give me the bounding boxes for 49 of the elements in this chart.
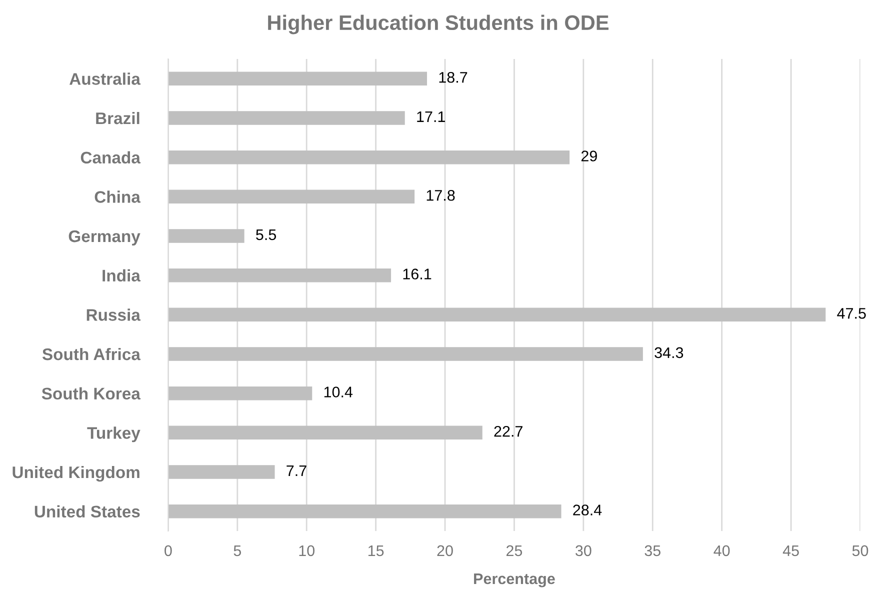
x-tick-label: 50 xyxy=(852,545,868,556)
bar xyxy=(168,111,405,125)
bar xyxy=(168,150,570,164)
data-label: 16.1 xyxy=(403,268,432,280)
bar xyxy=(168,386,312,400)
y-tick-label: Brazil xyxy=(96,112,140,124)
data-label: 17.1 xyxy=(417,111,445,122)
x-axis-title: Percentage xyxy=(474,574,555,588)
y-tick-label: United States xyxy=(34,505,140,518)
bar xyxy=(168,72,428,86)
x-tick-label: 0 xyxy=(164,545,172,556)
bar xyxy=(168,347,643,361)
data-label: 7.7 xyxy=(286,465,306,476)
bar xyxy=(168,504,562,518)
data-label: 18.7 xyxy=(439,72,468,83)
bar xyxy=(168,465,275,479)
data-label: 28.4 xyxy=(573,504,602,516)
y-tick-label: Canada xyxy=(80,151,141,164)
x-tick-label: 25 xyxy=(506,545,522,556)
x-tick-label: 45 xyxy=(782,545,799,556)
y-tick-label: South Korea xyxy=(42,387,141,400)
y-tick-label: China xyxy=(94,190,141,203)
y-tick-label: Germany xyxy=(68,230,140,246)
data-label: 10.4 xyxy=(324,386,353,398)
bar xyxy=(168,308,826,322)
bar xyxy=(168,268,392,282)
x-tick-label: 35 xyxy=(644,545,660,556)
x-tick-label: 15 xyxy=(368,545,384,556)
y-tick-label: Turkey xyxy=(87,426,140,442)
x-tick-label: 20 xyxy=(437,545,453,556)
y-tick-label: United Kingdom xyxy=(12,466,140,482)
data-label: 5.5 xyxy=(256,229,276,240)
x-tick-label: 5 xyxy=(234,545,242,556)
chart-title: Higher Education Students in ODE xyxy=(268,14,608,34)
x-tick-label: 10 xyxy=(299,545,314,556)
x-tick-label: 30 xyxy=(576,545,592,556)
data-label: 29 xyxy=(581,150,597,162)
bar xyxy=(168,426,482,440)
data-label: 34.3 xyxy=(654,347,684,358)
data-label: 22.7 xyxy=(494,426,522,437)
bar xyxy=(168,190,415,204)
y-tick-label: Russia xyxy=(86,308,141,321)
data-label: 47.5 xyxy=(837,308,866,319)
bar xyxy=(168,229,244,243)
y-tick-label: India xyxy=(102,269,141,282)
y-tick-label: Australia xyxy=(70,72,141,85)
y-tick-label: South Africa xyxy=(42,348,141,360)
data-label: 17.8 xyxy=(426,190,455,201)
x-tick-label: 40 xyxy=(714,545,730,556)
